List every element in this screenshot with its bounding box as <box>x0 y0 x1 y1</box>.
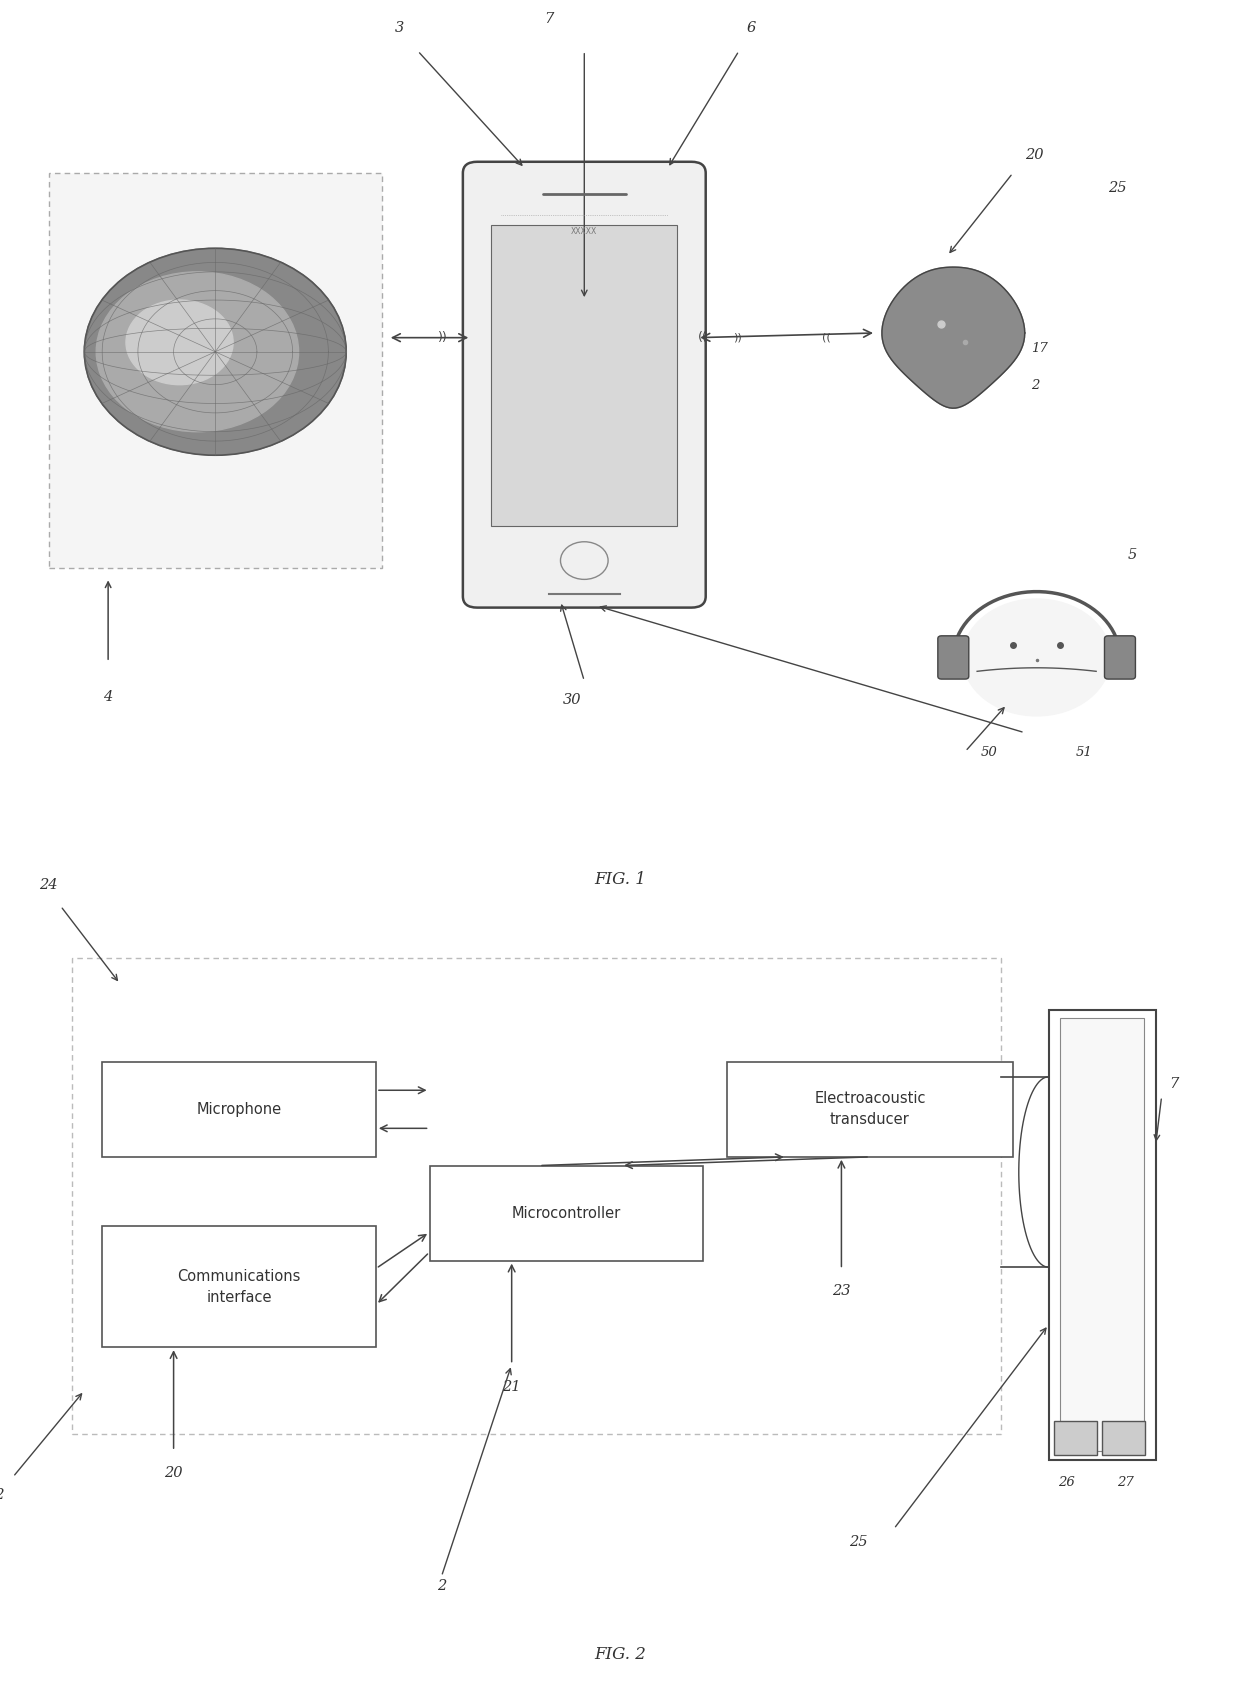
Bar <box>727 1062 1013 1156</box>
Text: 6: 6 <box>746 20 755 36</box>
Text: 50: 50 <box>981 747 997 758</box>
Circle shape <box>962 599 1111 716</box>
Text: 5: 5 <box>1127 549 1137 562</box>
Text: 22: 22 <box>0 1488 4 1502</box>
Text: 20: 20 <box>1024 147 1043 163</box>
Text: Communications
interface: Communications interface <box>177 1268 301 1305</box>
Text: 27: 27 <box>1117 1476 1135 1488</box>
Text: 2: 2 <box>436 1578 446 1593</box>
Text: 7: 7 <box>544 12 553 25</box>
FancyBboxPatch shape <box>1105 637 1136 679</box>
Polygon shape <box>882 267 1024 408</box>
Bar <box>102 1226 376 1348</box>
Bar <box>102 1062 376 1156</box>
Text: Microphone: Microphone <box>196 1102 281 1117</box>
Text: 25: 25 <box>1109 181 1127 195</box>
Text: 21: 21 <box>502 1380 521 1393</box>
Text: Electroacoustic
transducer: Electroacoustic transducer <box>815 1092 926 1128</box>
Text: 17: 17 <box>1030 342 1048 356</box>
Text: 24: 24 <box>40 877 58 892</box>
Text: 4: 4 <box>103 691 113 704</box>
Text: Microcontroller: Microcontroller <box>512 1205 621 1221</box>
Text: )): )) <box>733 332 742 342</box>
FancyBboxPatch shape <box>937 637 968 679</box>
Text: )): )) <box>438 332 448 344</box>
Text: 26: 26 <box>1058 1476 1075 1488</box>
Text: XXXXX: XXXXX <box>572 227 598 235</box>
Bar <box>1060 1019 1143 1451</box>
Text: 7: 7 <box>1169 1077 1178 1090</box>
Circle shape <box>97 273 299 432</box>
Text: 25: 25 <box>849 1536 867 1549</box>
Text: 30: 30 <box>563 694 582 708</box>
Text: ((: (( <box>697 332 707 344</box>
Circle shape <box>126 300 233 384</box>
Bar <box>48 173 382 569</box>
Bar <box>1049 1009 1156 1459</box>
Bar <box>1102 1420 1145 1456</box>
Bar <box>491 225 677 527</box>
FancyBboxPatch shape <box>463 163 706 608</box>
Text: FIG. 2: FIG. 2 <box>594 1646 646 1663</box>
Text: FIG. 1: FIG. 1 <box>594 870 646 887</box>
Text: 23: 23 <box>832 1285 851 1299</box>
Text: 51: 51 <box>1076 747 1092 758</box>
Text: 3: 3 <box>396 20 404 36</box>
Bar <box>429 1165 703 1261</box>
Circle shape <box>84 249 346 455</box>
Bar <box>1054 1420 1097 1456</box>
Bar <box>72 958 1001 1434</box>
Text: 2: 2 <box>1030 379 1039 393</box>
Text: 20: 20 <box>165 1466 182 1480</box>
Text: ((: (( <box>822 332 835 342</box>
